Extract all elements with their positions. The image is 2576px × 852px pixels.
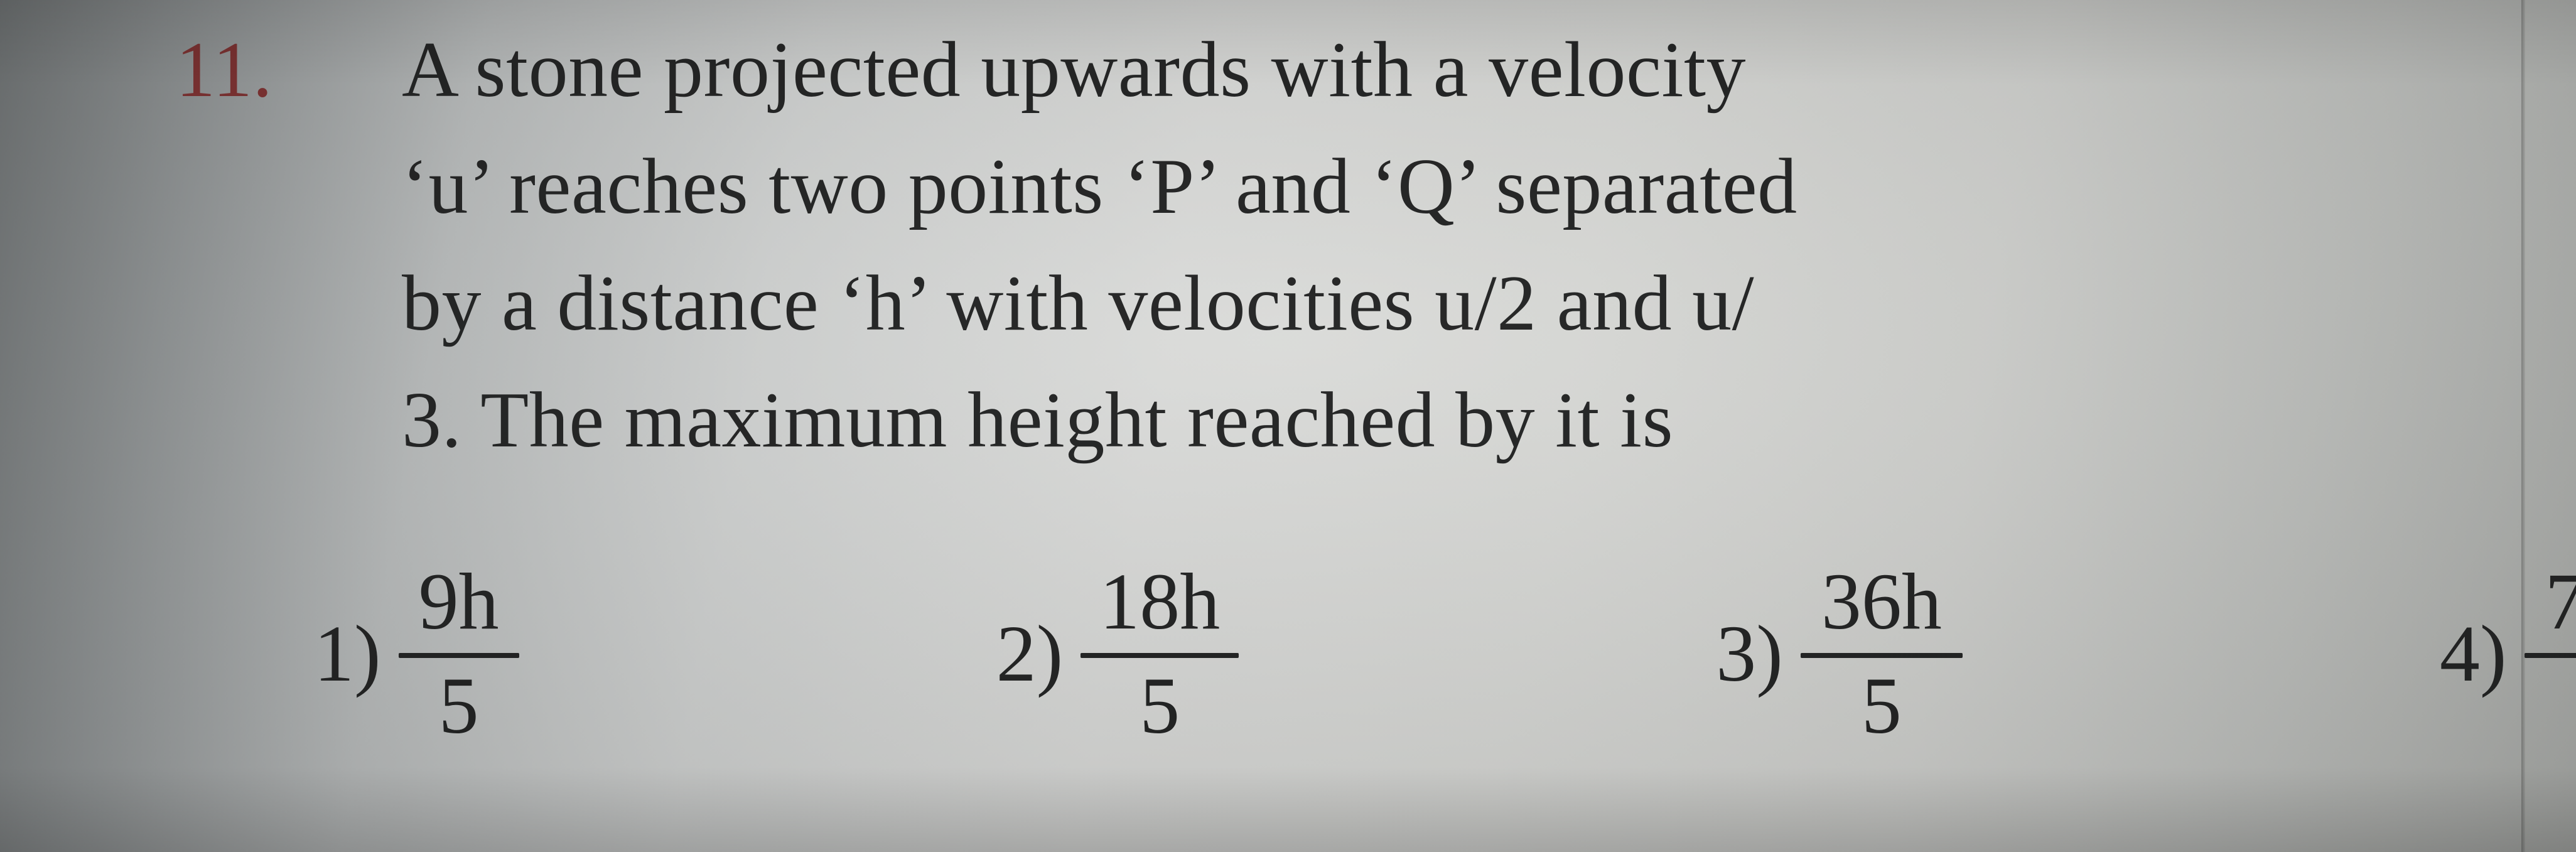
question-line-2: ‘u’ reaches two points ‘P’ and ‘Q’ separ… xyxy=(402,142,1797,232)
option-4-label: 4) xyxy=(2440,608,2507,700)
option-3-denominator: 5 xyxy=(1862,666,1902,746)
question-line-1: 11. xyxy=(176,25,272,116)
option-4-fraction-bar xyxy=(2525,653,2576,658)
question-number: 11. xyxy=(176,26,272,114)
option-2: 2)18h5 xyxy=(996,561,1239,746)
option-3: 3)36h5 xyxy=(1716,561,1963,746)
question-line-3: by a distance ‘h’ with velocities u/2 an… xyxy=(402,259,1754,349)
option-1: 1)9h5 xyxy=(314,561,519,746)
option-3-numerator: 36h xyxy=(1821,561,1942,642)
option-4-fraction: 72h5 xyxy=(2525,561,2576,746)
option-1-fraction-bar xyxy=(399,653,519,658)
option-4: 4) 72h5 xyxy=(2440,561,2576,746)
option-2-fraction-bar xyxy=(1081,653,1239,658)
option-3-fraction-bar xyxy=(1801,653,1963,658)
options-row: 1)9h52)18h53)36h54)72h5 xyxy=(314,561,2576,746)
option-2-label: 2) xyxy=(996,608,1064,700)
option-4-numerator: 72h xyxy=(2545,561,2576,642)
option-2-fraction: 18h5 xyxy=(1081,561,1239,746)
option-1-numerator: 9h xyxy=(419,561,499,642)
option-1-denominator: 5 xyxy=(439,666,479,746)
option-3-fraction: 36h5 xyxy=(1801,561,1963,746)
option-2-numerator: 18h xyxy=(1099,561,1220,642)
option-3-label: 3) xyxy=(1716,608,1783,700)
option-2-denominator: 5 xyxy=(1140,666,1180,746)
question-line-1-text: A stone projected upwards with a velocit… xyxy=(402,25,1746,116)
option-1-label: 1) xyxy=(314,608,381,700)
question-line-4: 3. The maximum height reached by it is xyxy=(402,375,1673,466)
page-surface: 11. A stone projected upwards with a vel… xyxy=(0,0,2576,852)
option-1-fraction: 9h5 xyxy=(399,561,519,746)
